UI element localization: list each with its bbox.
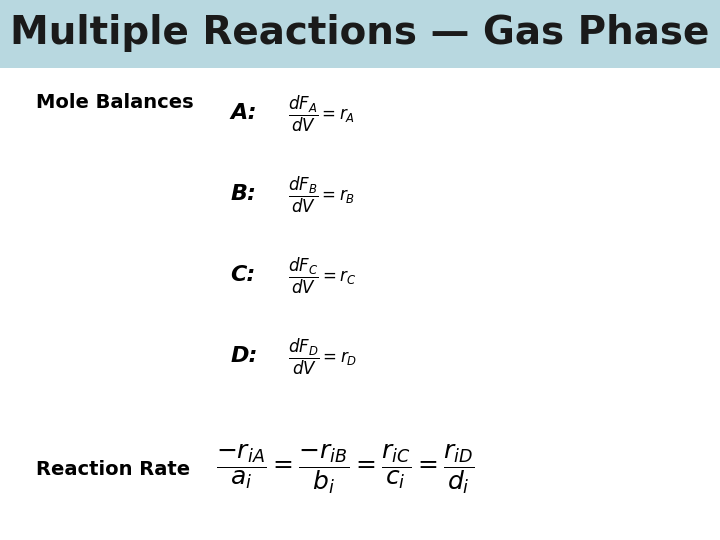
Text: $\dfrac{dF_D}{dV} = r_D$: $\dfrac{dF_D}{dV} = r_D$ xyxy=(288,336,357,376)
Text: D:: D: xyxy=(230,346,258,367)
Text: B:: B: xyxy=(230,184,256,205)
Text: A:: A: xyxy=(230,103,257,124)
Text: Multiple Reactions — Gas Phase: Multiple Reactions — Gas Phase xyxy=(10,15,710,52)
Text: $\dfrac{-r_{iA}}{a_i} = \dfrac{-r_{iB}}{b_i} = \dfrac{r_{iC}}{c_i} = \dfrac{r_{i: $\dfrac{-r_{iA}}{a_i} = \dfrac{-r_{iB}}{… xyxy=(216,443,474,496)
Text: Mole Balances: Mole Balances xyxy=(36,93,194,112)
Text: $\dfrac{dF_A}{dV} = r_A$: $\dfrac{dF_A}{dV} = r_A$ xyxy=(288,93,355,133)
Text: Reaction Rate: Reaction Rate xyxy=(36,460,190,480)
Text: C:: C: xyxy=(230,265,256,286)
Text: $\dfrac{dF_C}{dV} = r_C$: $\dfrac{dF_C}{dV} = r_C$ xyxy=(288,255,356,295)
FancyBboxPatch shape xyxy=(0,0,720,68)
Text: $\dfrac{dF_B}{dV} = r_B$: $\dfrac{dF_B}{dV} = r_B$ xyxy=(288,174,355,214)
